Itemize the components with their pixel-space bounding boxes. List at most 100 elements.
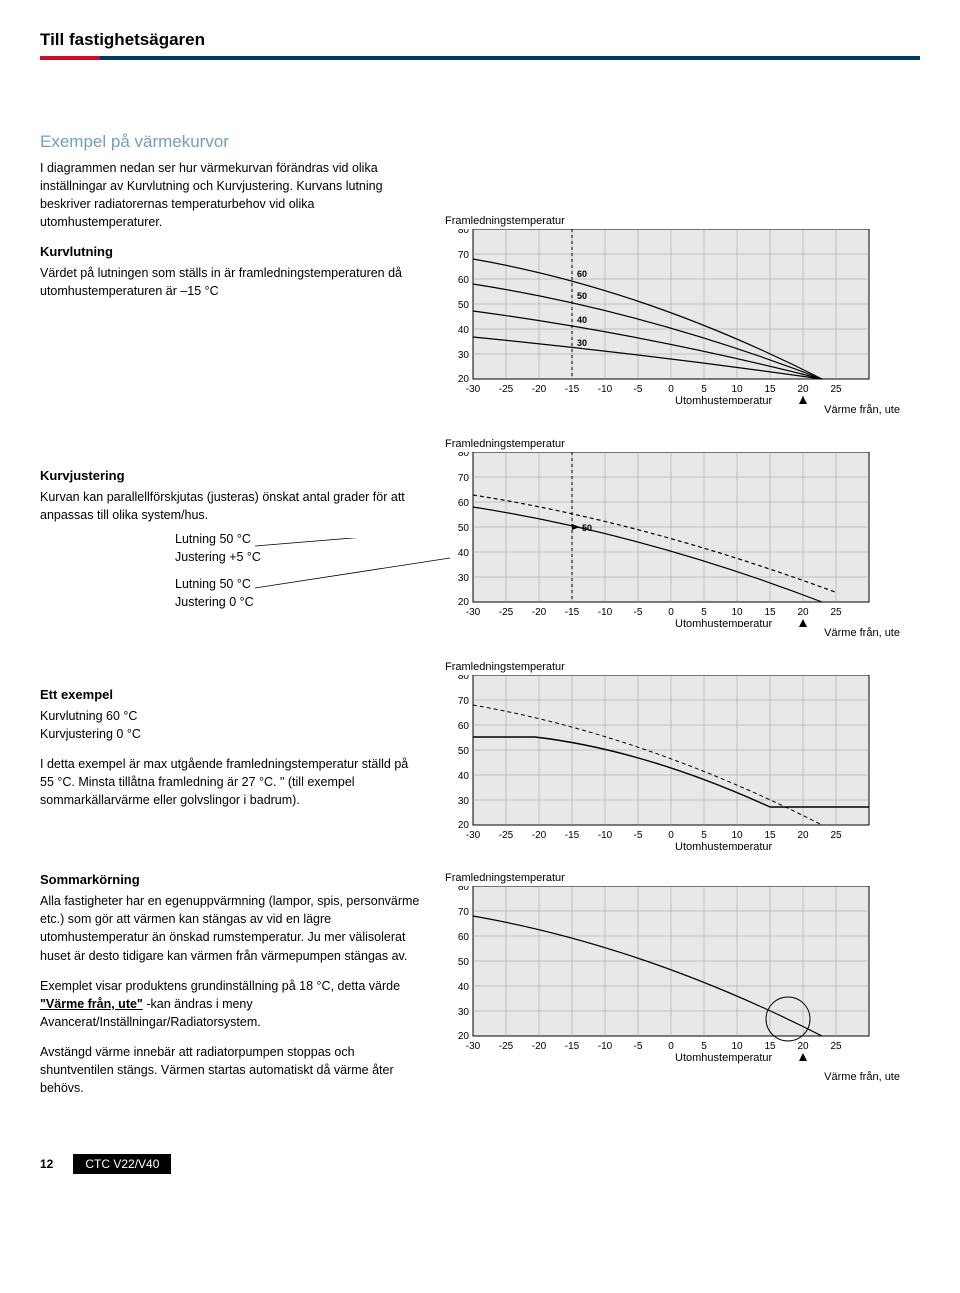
svg-text:5: 5 — [701, 384, 707, 395]
sommar-p2a: Exemplet visar produktens grundinställni… — [40, 979, 400, 993]
chart4-ylabel: Framledningstemperatur — [445, 872, 920, 884]
svg-text:30: 30 — [458, 573, 470, 584]
exempel-line2: Kurvjustering 0 °C — [40, 725, 420, 743]
chart3-ylabel: Framledningstemperatur — [445, 661, 920, 673]
svg-text:80: 80 — [458, 675, 470, 682]
svg-text:15: 15 — [764, 1041, 776, 1052]
chart-1: Framledningstemperatur — [445, 215, 920, 416]
svg-text:15: 15 — [764, 607, 776, 618]
svg-text:80: 80 — [458, 452, 470, 459]
svg-text:-20: -20 — [532, 607, 547, 618]
chart1-heatfrom: Värme från, ute — [445, 404, 920, 416]
svg-text:20: 20 — [797, 607, 809, 618]
page-footer: 12 CTC V22/V40 — [40, 1154, 920, 1174]
svg-text:-25: -25 — [499, 830, 514, 841]
chart4-svg: 807060 504030 20 -30-25-20 -15-10-5 0510… — [445, 886, 885, 1071]
chart1-svg: 60 50 40 30 807060 504030 20 -30-25-20 -… — [445, 229, 885, 404]
svg-text:40: 40 — [458, 548, 470, 559]
svg-text:40: 40 — [458, 982, 470, 993]
svg-text:-30: -30 — [466, 830, 481, 841]
svg-text:25: 25 — [830, 830, 842, 841]
chart2-ylabel: Framledningstemperatur — [445, 438, 920, 450]
svg-text:-20: -20 — [532, 830, 547, 841]
chart3-svg: 807060 504030 20 -30-25-20 -15-10-5 0510… — [445, 675, 885, 850]
svg-text:Utomhustemperatur: Utomhustemperatur — [675, 618, 773, 627]
svg-text:60: 60 — [577, 269, 587, 279]
kurvjustering-text: Kurvan kan parallellförskjutas (justeras… — [40, 488, 420, 524]
model-badge: CTC V22/V40 — [73, 1154, 171, 1174]
sommar-p3: Avstängd värme innebär att radiatorpumpe… — [40, 1043, 420, 1097]
sommar-p2b: "Värme från, ute" — [40, 997, 143, 1011]
svg-text:0: 0 — [668, 384, 674, 395]
svg-text:25: 25 — [830, 384, 842, 395]
svg-text:5: 5 — [701, 607, 707, 618]
page-number: 12 — [40, 1157, 53, 1171]
svg-text:70: 70 — [458, 907, 470, 918]
svg-text:-5: -5 — [634, 1041, 643, 1052]
chart-3: Framledningstemperatur — [445, 661, 920, 850]
svg-text:-20: -20 — [532, 1041, 547, 1052]
chart1-xlabel: Utomhustemperatur — [675, 395, 773, 404]
svg-text:-25: -25 — [499, 607, 514, 618]
svg-text:60: 60 — [458, 932, 470, 943]
svg-text:10: 10 — [731, 384, 743, 395]
svg-text:70: 70 — [458, 250, 470, 261]
main-content: Exempel på värmekurvor I diagrammen neda… — [40, 130, 920, 1109]
svg-text:50: 50 — [458, 523, 470, 534]
svg-text:30: 30 — [458, 1007, 470, 1018]
svg-text:40: 40 — [577, 315, 587, 325]
chart-2: Framledningstemperatur — [445, 438, 920, 639]
right-column: Framledningstemperatur — [445, 130, 920, 1109]
intro-title: Exempel på värmekurvor — [40, 130, 420, 155]
svg-text:20: 20 — [797, 384, 809, 395]
svg-text:Utomhustemperatur: Utomhustemperatur — [675, 841, 773, 850]
svg-text:60: 60 — [458, 275, 470, 286]
sommar-p1: Alla fastigheter har en egenuppvärmning … — [40, 892, 420, 965]
svg-text:-5: -5 — [634, 607, 643, 618]
svg-text:-25: -25 — [499, 384, 514, 395]
svg-text:70: 70 — [458, 696, 470, 707]
svg-text:-10: -10 — [598, 830, 613, 841]
svg-text:60: 60 — [458, 498, 470, 509]
svg-text:-15: -15 — [565, 384, 580, 395]
svg-text:15: 15 — [764, 830, 776, 841]
svg-text:20: 20 — [797, 1041, 809, 1052]
svg-text:-30: -30 — [466, 384, 481, 395]
pointer-lines — [255, 538, 455, 608]
header-title: Till fastighetsägaren — [40, 30, 920, 50]
kurvlutning-text: Värdet på lutningen som ställs in är fra… — [40, 264, 420, 300]
svg-text:0: 0 — [668, 607, 674, 618]
exempel-line1: Kurvlutning 60 °C — [40, 707, 420, 725]
svg-text:50: 50 — [458, 957, 470, 968]
intro-text: I diagrammen nedan ser hur värmekurvan f… — [40, 159, 420, 232]
kurvlutning-title: Kurvlutning — [40, 243, 420, 262]
svg-text:-30: -30 — [466, 607, 481, 618]
svg-text:20: 20 — [797, 830, 809, 841]
chart-4: Framledningstemperatur — [445, 872, 920, 1083]
svg-text:5: 5 — [701, 1041, 707, 1052]
sommar-title: Sommarkörning — [40, 871, 420, 890]
svg-text:5: 5 — [701, 830, 707, 841]
svg-text:-10: -10 — [598, 1041, 613, 1052]
svg-text:60: 60 — [458, 721, 470, 732]
svg-text:-25: -25 — [499, 1041, 514, 1052]
exempel-title: Ett exempel — [40, 686, 420, 705]
svg-text:50: 50 — [582, 523, 592, 533]
svg-text:-15: -15 — [565, 830, 580, 841]
svg-text:25: 25 — [830, 607, 842, 618]
chart1-ylabel: Framledningstemperatur — [445, 215, 920, 227]
svg-text:-15: -15 — [565, 1041, 580, 1052]
header-rule — [40, 56, 920, 60]
svg-text:80: 80 — [458, 229, 470, 236]
page-header: Till fastighetsägaren — [40, 30, 920, 60]
svg-text:50: 50 — [458, 300, 470, 311]
svg-text:25: 25 — [830, 1041, 842, 1052]
svg-text:10: 10 — [731, 1041, 743, 1052]
header-rule-red — [40, 56, 100, 60]
svg-text:40: 40 — [458, 771, 470, 782]
chart2-heatfrom: Värme från, ute — [445, 627, 920, 639]
svg-text:-30: -30 — [466, 1041, 481, 1052]
svg-text:40: 40 — [458, 325, 470, 336]
svg-text:-10: -10 — [598, 384, 613, 395]
svg-text:0: 0 — [668, 830, 674, 841]
